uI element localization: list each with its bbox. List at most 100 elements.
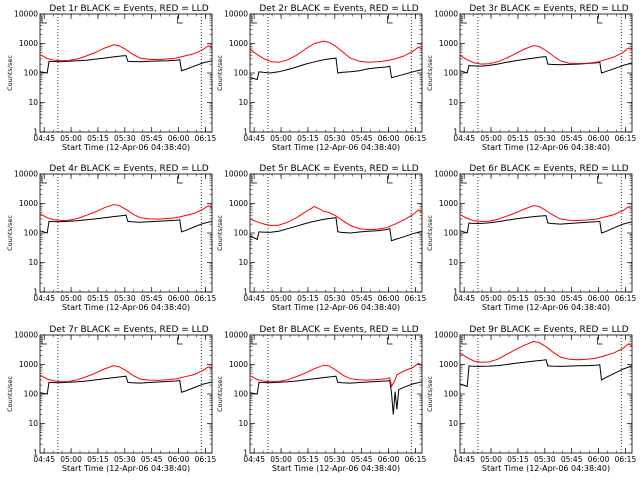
x-tick-label: 05:15 (87, 455, 109, 464)
x-tick-label: 04:45 (33, 455, 55, 464)
x-tick-label: 05:00 (480, 134, 502, 143)
y-tick-label: 1 (243, 449, 248, 458)
plot-frame (249, 173, 423, 293)
corner-marker (251, 16, 257, 24)
y-tick-label: 10000 (434, 10, 458, 19)
x-tick-label: 05:00 (270, 134, 292, 143)
x-axis-label: Start Time (12-Apr-06 04:38:40) (482, 464, 610, 473)
corner-marker (251, 337, 257, 345)
corner-marker (177, 16, 183, 24)
y-tick-label: 10 (238, 98, 248, 107)
x-tick-label: 04:45 (243, 134, 265, 143)
x-tick-label: 04:45 (33, 134, 55, 143)
y-tick-label: 1 (33, 128, 38, 137)
x-tick-label: 05:15 (507, 455, 529, 464)
y-tick-label: 1 (453, 288, 458, 297)
plot-frame (459, 334, 633, 454)
y-tick-label: 1000 (19, 360, 38, 369)
y-tick-label: 1000 (229, 199, 248, 208)
series-line-events (39, 214, 213, 234)
x-tick-label: 06:15 (195, 134, 217, 143)
corner-marker (387, 176, 393, 184)
corner-marker (41, 337, 47, 345)
y-tick-label: 10000 (14, 10, 38, 19)
x-tick-label: 06:00 (168, 294, 190, 303)
x-tick-label: 04:45 (453, 294, 475, 303)
y-tick-label: 1 (453, 128, 458, 137)
detector-plot-1: Det 1r BLACK = Events, RED = LLD 1 10 100 10… (6, 4, 216, 152)
series-line-events (39, 55, 213, 74)
x-tick-label: 06:00 (588, 455, 610, 464)
y-tick-label: 1000 (19, 39, 38, 48)
y-tick-label: 1000 (229, 39, 248, 48)
plot-title: Det 2r BLACK = Events, RED = LLD (259, 4, 418, 14)
corner-marker (461, 337, 467, 345)
detector-plot-5: Det 5r BLACK = Events, RED = LLD 1 10 100 10… (216, 164, 426, 312)
plot-frame (459, 173, 633, 293)
x-tick-label: 04:45 (33, 294, 55, 303)
plot-frame (39, 13, 213, 133)
detector-plot-8: Det 8r BLACK = Events, RED = LLD 1 10 100 10… (216, 325, 426, 473)
y-tick-label: 10000 (224, 331, 248, 340)
y-axis-label: Counts/sec (426, 376, 434, 412)
x-tick-label: 05:45 (351, 294, 373, 303)
x-tick-label: 06:00 (378, 455, 400, 464)
x-tick-label: 06:15 (405, 134, 427, 143)
x-tick-label: 05:15 (297, 455, 319, 464)
x-tick-label: 06:00 (588, 134, 610, 143)
plot-title: Det 7r BLACK = Events, RED = LLD (49, 325, 208, 335)
detector-plot-2: Det 2r BLACK = Events, RED = LLD 1 10 100 10… (216, 4, 426, 152)
x-axis-label: Start Time (12-Apr-06 04:38:40) (62, 143, 190, 152)
y-axis-label: Counts/sec (216, 215, 224, 251)
y-tick-label: 100 (444, 390, 459, 399)
y-tick-label: 10000 (14, 331, 38, 340)
x-tick-label: 05:15 (297, 134, 319, 143)
series-line-lld (39, 44, 213, 62)
x-tick-label: 05:15 (507, 294, 529, 303)
x-tick-label: 05:00 (60, 294, 82, 303)
x-axis-label: Start Time (12-Apr-06 04:38:40) (272, 464, 400, 473)
x-tick-label: 06:15 (615, 134, 637, 143)
x-axis-label: Start Time (12-Apr-06 04:38:40) (482, 303, 610, 312)
series-line-lld (249, 362, 423, 388)
series-line-lld (459, 45, 633, 65)
x-tick-label: 05:15 (297, 294, 319, 303)
x-tick-label: 05:45 (141, 455, 163, 464)
detector-plot-6: Det 6r BLACK = Events, RED = LLD 1 10 100 10… (426, 164, 636, 312)
corner-marker (597, 337, 603, 345)
y-tick-label: 100 (444, 69, 459, 78)
x-tick-label: 05:15 (87, 134, 109, 143)
x-tick-label: 05:00 (270, 294, 292, 303)
corner-marker (597, 16, 603, 24)
x-tick-label: 05:45 (561, 455, 583, 464)
x-tick-label: 06:00 (378, 294, 400, 303)
y-tick-label: 10000 (224, 170, 248, 179)
x-tick-label: 04:45 (243, 294, 265, 303)
x-tick-label: 05:45 (561, 294, 583, 303)
y-tick-label: 100 (234, 69, 249, 78)
corner-marker (387, 337, 393, 345)
series-line-events (249, 375, 423, 415)
x-tick-label: 06:00 (168, 455, 190, 464)
x-tick-label: 06:00 (588, 294, 610, 303)
y-axis-label: Counts/sec (6, 215, 14, 251)
x-tick-label: 05:45 (351, 134, 373, 143)
y-axis-label: Counts/sec (216, 376, 224, 412)
corner-marker (41, 16, 47, 24)
x-tick-label: 06:15 (195, 294, 217, 303)
series-line-events (459, 56, 633, 74)
y-tick-label: 10 (448, 419, 458, 428)
y-tick-label: 1000 (19, 199, 38, 208)
y-tick-label: 1 (243, 288, 248, 297)
y-tick-label: 1000 (439, 360, 458, 369)
x-tick-label: 05:30 (534, 455, 556, 464)
y-axis-label: Counts/sec (216, 55, 224, 91)
x-tick-label: 05:45 (351, 455, 373, 464)
y-tick-label: 1 (33, 449, 38, 458)
corner-marker (461, 176, 467, 184)
x-tick-label: 05:00 (480, 294, 502, 303)
x-axis-label: Start Time (12-Apr-06 04:38:40) (62, 303, 190, 312)
corner-marker (177, 176, 183, 184)
plot-title: Det 8r BLACK = Events, RED = LLD (259, 325, 418, 335)
